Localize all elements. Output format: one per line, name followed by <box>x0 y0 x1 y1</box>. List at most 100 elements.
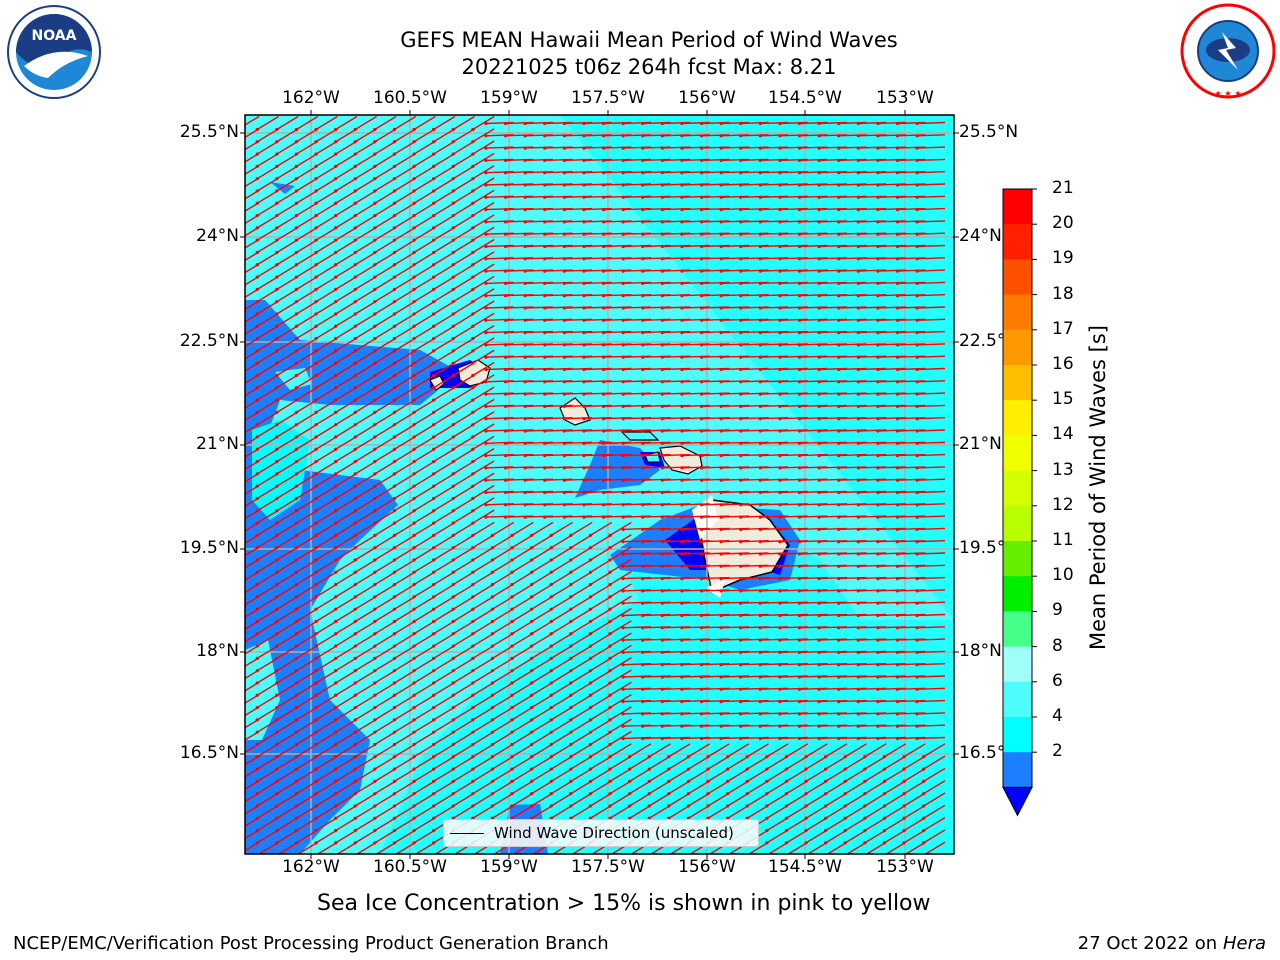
direction-arrow <box>819 146 848 149</box>
arrow-head <box>856 466 860 470</box>
direction-arrow <box>374 398 397 413</box>
direction-arrow <box>583 269 612 272</box>
direction-arrow <box>603 429 632 432</box>
direction-arrow <box>256 411 279 426</box>
direction-arrow <box>766 792 789 807</box>
direction-arrow <box>256 238 279 254</box>
arrow-head <box>758 281 762 285</box>
direction-arrow <box>374 571 397 586</box>
direction-arrow <box>819 380 848 383</box>
direction-arrow <box>433 595 456 610</box>
arrow-head <box>680 343 684 347</box>
arrow-head <box>797 700 802 704</box>
direction-arrow <box>433 583 456 598</box>
arrow-head <box>739 736 743 741</box>
direction-arrow <box>472 607 495 623</box>
direction-arrow <box>884 841 907 854</box>
direction-arrow <box>819 626 848 629</box>
arrow-head <box>621 540 625 544</box>
arrow-head <box>876 687 880 691</box>
arrow-head <box>797 429 802 433</box>
direction-arrow <box>245 755 260 766</box>
arrow-head <box>856 736 860 741</box>
direction-arrow <box>531 743 554 758</box>
arrow-head <box>236 767 239 770</box>
direction-arrow <box>531 558 554 573</box>
arrow-head <box>562 158 566 162</box>
direction-arrow <box>662 429 691 432</box>
direction-arrow <box>648 755 671 770</box>
arrow-head <box>236 521 239 524</box>
direction-arrow <box>799 207 828 211</box>
direction-arrow <box>394 583 417 598</box>
direction-arrow <box>354 472 377 487</box>
arrow-head <box>543 281 547 285</box>
colorbar-tick-label: 8 <box>1052 635 1063 656</box>
arrow-head <box>641 306 645 310</box>
direction-arrow <box>433 386 456 401</box>
arrow-head <box>641 232 645 236</box>
direction-arrow <box>799 650 828 654</box>
direction-arrow <box>799 441 828 444</box>
direction-arrow <box>623 601 652 604</box>
arrow-head <box>562 306 566 310</box>
arrow-head <box>699 613 704 618</box>
direction-arrow <box>570 521 593 536</box>
direction-arrow <box>623 540 652 543</box>
direction-arrow <box>296 435 319 450</box>
arrow-head <box>797 257 802 261</box>
arrow-head <box>236 275 239 278</box>
arrow-head <box>739 638 743 642</box>
arrow-head <box>817 527 821 532</box>
arrow-head <box>484 121 488 126</box>
direction-arrow <box>485 232 514 235</box>
direction-arrow <box>721 712 750 715</box>
direction-arrow <box>296 398 319 413</box>
direction-arrow <box>531 694 554 709</box>
arrow-head <box>660 441 664 445</box>
direction-arrow <box>276 804 299 819</box>
arrow-head <box>817 687 821 691</box>
direction-arrow <box>276 349 299 364</box>
direction-arrow <box>740 453 769 457</box>
direction-arrow <box>779 330 808 334</box>
direction-arrow <box>721 527 750 531</box>
direction-arrow <box>923 804 946 819</box>
direction-arrow <box>256 792 279 807</box>
direction-arrow <box>256 325 279 340</box>
arrow-head <box>680 171 684 175</box>
arrow-head <box>915 687 919 691</box>
direction-arrow <box>707 755 730 770</box>
direction-arrow <box>485 269 514 272</box>
arrow-head <box>856 626 860 630</box>
direction-arrow <box>740 441 769 444</box>
arrow-head <box>856 650 860 655</box>
arrow-head <box>660 306 664 310</box>
direction-arrow <box>721 306 750 309</box>
direction-arrow <box>662 306 691 309</box>
direction-arrow <box>838 257 867 260</box>
direction-arrow <box>623 404 652 408</box>
direction-arrow <box>681 540 710 543</box>
arrow-head <box>719 232 723 236</box>
arrow-head <box>601 269 606 273</box>
direction-arrow <box>897 330 926 334</box>
direction-arrow <box>760 380 789 383</box>
direction-arrow <box>374 546 397 561</box>
lat-label-right: 19.5° <box>959 538 1006 558</box>
direction-arrow <box>897 146 926 149</box>
direction-arrow <box>668 755 691 770</box>
direction-arrow <box>550 718 573 733</box>
direction-arrow <box>354 829 377 844</box>
arrow-head <box>837 134 841 138</box>
direction-arrow <box>394 152 417 167</box>
arrow-head <box>699 294 704 298</box>
arrow-head <box>856 318 860 322</box>
direction-arrow <box>394 706 417 721</box>
direction-arrow <box>531 718 554 733</box>
direction-arrow <box>897 355 926 358</box>
arrow-head <box>758 638 762 642</box>
arrow-head <box>797 404 802 408</box>
arrow-head <box>915 663 919 667</box>
arrow-head <box>484 392 488 396</box>
